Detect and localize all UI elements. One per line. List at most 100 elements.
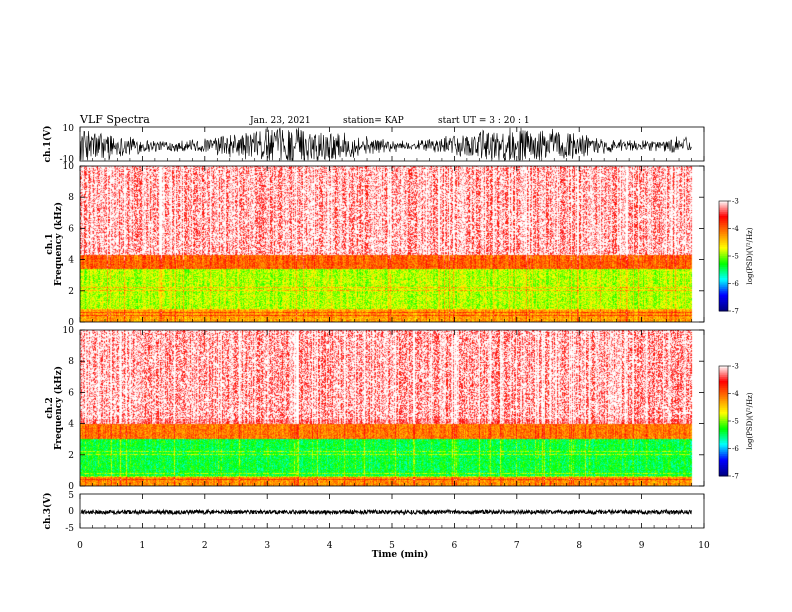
colorbar-segment	[719, 384, 728, 387]
time-axis: 0 1 2 3 4 5 6 7 8 9 10	[77, 127, 710, 551]
colorbar-tick-label: -7	[732, 473, 739, 481]
colorbar-segment	[719, 417, 728, 420]
colorbar-segment	[719, 413, 728, 416]
colorbar-segment	[719, 399, 728, 402]
colorbar-segment	[719, 382, 728, 385]
colorbar-segment	[719, 287, 728, 290]
spec-ytick-label: 8	[68, 357, 74, 367]
spec-ytick-label: 2	[68, 451, 74, 461]
colorbar-segment	[719, 415, 728, 418]
colorbar-segment	[719, 206, 728, 209]
spec-ytick-label: 2	[68, 287, 74, 297]
colorbar-segment	[719, 466, 728, 470]
xtick-label: 4	[327, 541, 333, 551]
spec-ytick-label: 4	[68, 420, 74, 430]
colorbar-segment	[719, 402, 728, 405]
ch3-ytick-mid: 0	[68, 507, 74, 517]
colorbar-segment	[719, 461, 728, 464]
colorbar-segment	[719, 454, 728, 457]
colorbar-segment	[719, 290, 728, 294]
colorbar-segment	[719, 375, 728, 378]
colorbar-segment	[719, 265, 728, 268]
colorbar-segment	[719, 411, 728, 415]
ch2-spectrogram-channel-label: ch.2	[45, 397, 55, 418]
colorbar-segment	[719, 202, 728, 206]
colorbar-segment	[719, 380, 728, 383]
colorbar-segment	[719, 463, 728, 466]
colorbar-segment	[719, 303, 728, 306]
colorbar-segment	[719, 285, 728, 288]
colorbar-segment	[719, 367, 728, 371]
ch1-waveform-panel: 10 -10 ch.1(V)	[42, 124, 705, 165]
colorbar-segment	[719, 228, 728, 231]
colorbar-segment	[719, 386, 728, 389]
colorbar-segment	[719, 419, 728, 422]
station-label: station= KAP	[343, 116, 404, 126]
colorbar-segment	[719, 252, 728, 255]
colorbar-segment	[719, 268, 728, 272]
colorbar-segment	[719, 468, 728, 471]
colorbar-segment	[719, 450, 728, 453]
colorbar-segment	[719, 281, 728, 284]
colorbar-segment	[719, 219, 728, 222]
ch3-waveform-trace	[80, 508, 692, 516]
ch1-spectrogram-image	[80, 166, 704, 322]
xtick-label: 10	[698, 541, 710, 551]
colorbar-tick-label: -4	[732, 225, 739, 233]
colorbar-segment	[719, 395, 728, 398]
ch1-spectrogram-ylabel: Frequency (kHz)	[53, 202, 64, 286]
colorbar-segment	[719, 270, 728, 273]
ch1-colorbar: -3 -4 -5 -6 -7 log(PSD)(V²/Hz)	[718, 198, 754, 316]
colorbar-segment	[719, 465, 728, 468]
colorbar-segment	[719, 444, 728, 448]
colorbar-segment	[719, 267, 728, 270]
colorbar-segment	[719, 369, 728, 372]
colorbar-segment	[719, 408, 728, 411]
colorbar-segment	[719, 428, 728, 431]
colorbar-segment	[719, 296, 728, 299]
colorbar-segment	[719, 393, 728, 396]
colorbar-segment	[719, 248, 728, 251]
colorbar-segment	[719, 470, 728, 473]
xtick-label: 2	[202, 541, 208, 551]
colorbar-segment	[719, 307, 728, 310]
colorbar-segment	[719, 400, 728, 404]
colorbar-segment	[719, 232, 728, 235]
colorbar-segment	[719, 422, 728, 426]
colorbar-tick-label: -4	[732, 390, 739, 398]
ch1-spectrogram-channel-label: ch.1	[45, 233, 55, 254]
colorbar-tick-label: -7	[732, 308, 739, 316]
ch3-waveform-ylabel: ch.3(V)	[42, 493, 53, 530]
xtick-label: 7	[514, 541, 520, 551]
spec-ytick-label: 6	[68, 388, 74, 398]
colorbar-tick-label: -5	[732, 253, 739, 261]
colorbar-segment	[719, 421, 728, 424]
colorbar-segment	[719, 278, 728, 281]
colorbar-segment	[719, 452, 728, 455]
colorbar-segment	[719, 366, 728, 369]
colorbar-tick-label: -5	[732, 418, 739, 426]
colorbar-segment	[719, 435, 728, 438]
colorbar-segment	[719, 432, 728, 435]
ch3-ytick-bottom: -5	[65, 524, 74, 534]
colorbar-segment	[719, 373, 728, 376]
date-label: Jan. 23, 2021	[249, 116, 311, 126]
ch3-ytick-top: 5	[68, 491, 74, 501]
spec-ytick-label: 10	[63, 326, 75, 336]
colorbar-segment	[719, 276, 728, 279]
colorbar-segment	[719, 263, 728, 266]
colorbar-segment	[719, 279, 728, 283]
spec-ytick-label: 0	[68, 318, 74, 328]
colorbar-tick-label: -3	[732, 198, 739, 206]
colorbar-segment	[719, 221, 728, 224]
colorbar-title: log(PSD)(V²/Hz)	[746, 392, 754, 449]
colorbar-segment	[719, 274, 728, 277]
ch1-ytick-bottom: -10	[60, 155, 75, 165]
colorbar-segment	[719, 241, 728, 244]
colorbar-segment	[719, 406, 728, 409]
colorbar-segment	[719, 437, 728, 440]
colorbar-segment	[719, 439, 728, 442]
spec-ytick-label: 10	[63, 162, 75, 172]
colorbar-segment	[719, 223, 728, 226]
